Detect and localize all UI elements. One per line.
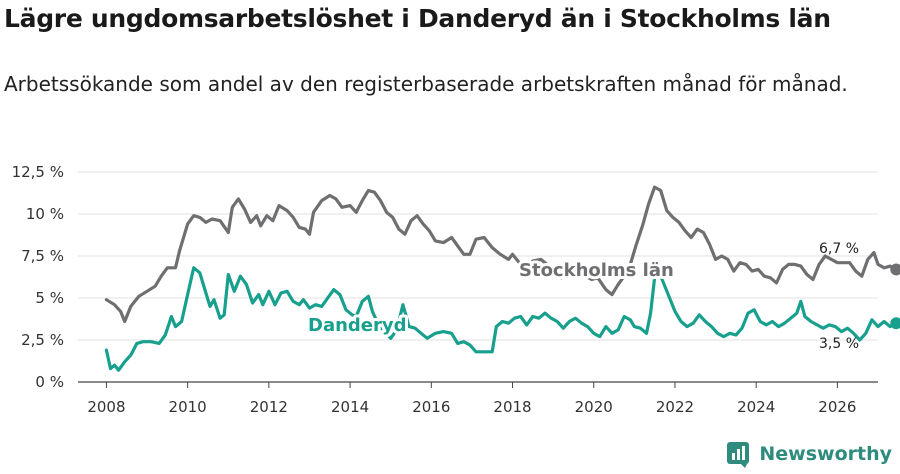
series-label-stockholms-l-n: Stockholms län (519, 260, 674, 281)
y-tick-label: 12,5 % (12, 163, 64, 181)
series-line-danderyd (104, 266, 898, 372)
x-tick-label: 2016 (412, 398, 450, 416)
end-point-danderyd (890, 317, 900, 330)
grid-layer (78, 171, 878, 341)
series-label-danderyd: Danderyd (308, 315, 407, 336)
chart-subtitle: Arbetssökande som andel av den registerb… (4, 72, 848, 96)
x-tick-label: 2010 (169, 398, 207, 416)
x-tick-label: 2024 (737, 398, 775, 416)
newsworthy-logo: Newsworthy (725, 440, 892, 468)
y-tick-label: 0 % (35, 373, 64, 391)
series-line-stockholms-l-n (104, 185, 898, 324)
end-value-label-danderyd: 3,5 % (819, 336, 859, 352)
x-tick-label: 2008 (87, 398, 125, 416)
series-layer (104, 185, 900, 372)
end-value-label-stockholms-l-n: 6,7 % (819, 241, 859, 257)
newsworthy-icon (727, 442, 750, 468)
chart-title: Lägre ungdomsarbetslöshet i Danderyd än … (4, 4, 831, 33)
x-tick-label: 2014 (331, 398, 369, 416)
x-tick-label: 2012 (250, 398, 288, 416)
y-tick-label: 10 % (26, 205, 64, 223)
y-tick-label: 7,5 % (21, 247, 64, 265)
series-label-halo-stockholms-l-n: Stockholms län (519, 260, 674, 281)
x-tick-label: 2026 (818, 398, 856, 416)
brand-name: Newsworthy (759, 443, 892, 465)
x-tick-label: 2020 (575, 398, 613, 416)
y-tick-label: 2,5 % (21, 331, 64, 349)
end-point-stockholms-l-n (890, 263, 900, 276)
y-tick-label: 5 % (35, 289, 64, 307)
x-tick-label: 2018 (493, 398, 531, 416)
axis-layer: 0 % 2,5 % 5 % 7,5 % 10 % 12,5 % 2008 2010 2012 20… (12, 163, 878, 416)
x-tick-label: 2022 (656, 398, 694, 416)
series-label-halo-danderyd: Danderyd (308, 315, 407, 336)
